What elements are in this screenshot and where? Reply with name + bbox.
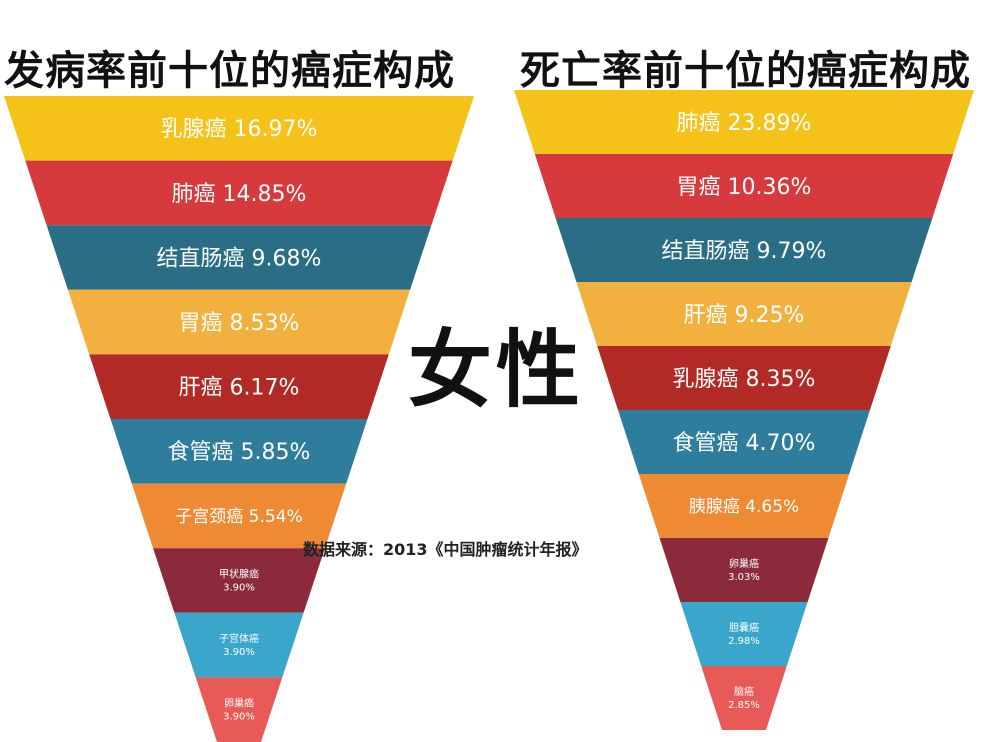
segment-label-mortality-6: 食管癌 4.70% (673, 431, 816, 456)
segment-label-incidence-6: 食管癌 5.85% (168, 440, 311, 465)
segment-label-mortality-10: 脑癌 2.85% (728, 685, 760, 711)
funnel-segment-mortality-8 (659, 538, 829, 602)
funnel-segment-incidence-3 (46, 225, 432, 290)
segment-label-mortality-2: 胃癌 10.36% (677, 175, 812, 200)
segment-label-incidence-8: 甲状腺癌 3.90% (219, 568, 259, 594)
segment-label-incidence-3: 结直肠癌 9.68% (157, 246, 322, 271)
funnel-segment-mortality-9 (680, 602, 808, 666)
funnel-segment-mortality-7 (638, 474, 850, 538)
segment-label-incidence-7: 子宫颈癌 5.54% (175, 507, 302, 527)
segment-label-incidence-10: 卵巢癌 3.90% (223, 697, 255, 723)
funnel-segment-mortality-1 (514, 90, 974, 154)
funnel-segment-mortality-5 (597, 346, 891, 410)
right-chart-title: 死亡率前十位的癌症构成 (520, 48, 971, 94)
funnel-segment-incidence-10 (195, 677, 283, 742)
left-chart-title: 发病率前十位的癌症构成 (4, 48, 455, 94)
segment-label-mortality-7: 胰腺癌 4.65% (689, 497, 799, 517)
segment-label-mortality-3: 结直肠癌 9.79% (662, 239, 827, 264)
funnel-segment-mortality-6 (618, 410, 870, 474)
data-source-note: 数据来源：2013《中国肿瘤统计年报》 (303, 540, 588, 559)
funnel-segment-incidence-5 (89, 354, 389, 419)
funnel-segment-mortality-10 (701, 666, 787, 730)
funnel-segment-mortality-4 (576, 282, 912, 346)
segment-label-incidence-2: 肺癌 14.85% (172, 182, 307, 207)
funnel-segment-mortality-3 (555, 218, 933, 282)
segment-label-incidence-5: 肝癌 6.17% (179, 376, 300, 401)
funnel-segment-incidence-1 (4, 96, 474, 161)
funnel-segment-incidence-6 (110, 419, 368, 484)
funnel-segment-incidence-2 (25, 160, 453, 226)
segment-label-mortality-1: 肺癌 23.89% (677, 111, 812, 136)
segment-label-mortality-4: 肝癌 9.25% (684, 303, 805, 328)
segment-label-mortality-9: 胆囊癌 2.98% (728, 621, 760, 647)
segment-label-incidence-1: 乳腺癌 16.97% (161, 117, 318, 142)
gender-label: 女性 (408, 321, 585, 419)
funnel-segment-incidence-7 (131, 483, 347, 549)
funnel-segment-incidence-8 (153, 548, 325, 613)
funnel-segment-incidence-4 (67, 289, 411, 355)
funnel-segment-incidence-9 (174, 612, 304, 678)
funnel-mortality: 肺癌 23.89% 胃癌 10.36% 结直肠癌 9.79% 肝癌 9.25% 乳腺癌 … (514, 90, 974, 730)
segment-label-incidence-4: 胃癌 8.53% (179, 311, 300, 336)
segment-label-mortality-5: 乳腺癌 8.35% (673, 367, 816, 392)
funnel-segment-mortality-2 (534, 154, 954, 218)
segment-label-mortality-8: 卵巢癌 3.03% (728, 557, 760, 583)
funnel-incidence: 乳腺癌 16.97% 肺癌 14.85% 结直肠癌 9.68% 胃癌 8.53% 肝癌 … (4, 96, 474, 742)
segment-label-incidence-9: 子宫体癌 3.90% (219, 632, 259, 658)
